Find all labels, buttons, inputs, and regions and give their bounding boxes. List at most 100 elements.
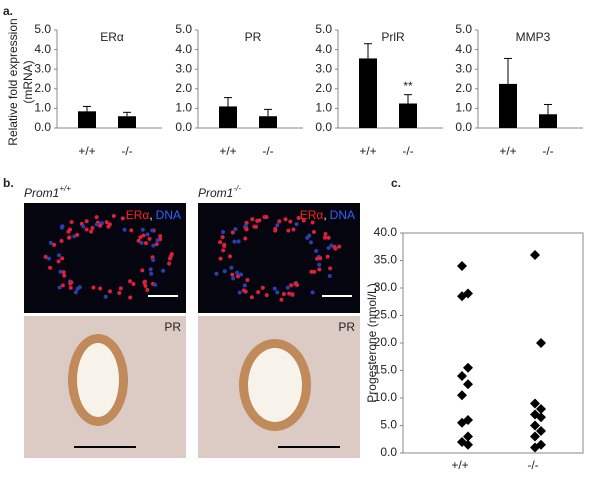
panel-label: b. [3, 176, 14, 190]
stain-label: PR [164, 320, 181, 334]
stain-blue: DNA [156, 208, 181, 222]
stain-sep: , [323, 208, 326, 222]
nucleus [291, 227, 296, 232]
y-tick-label: 1.0 [34, 101, 51, 115]
bar [359, 58, 377, 128]
nucleus [48, 265, 53, 270]
nucleus [322, 235, 327, 240]
nucleus [214, 271, 219, 276]
y-tick-label: 15.0 [374, 363, 398, 377]
y-tick-label: 0.0 [455, 120, 472, 134]
y-tick-label: 0.0 [380, 445, 397, 459]
nucleus [81, 224, 86, 229]
nucleus [84, 227, 89, 232]
y-tick-label: 20.0 [374, 335, 398, 349]
nucleus [325, 254, 330, 259]
nucleus [154, 242, 159, 247]
image-title: Prom1-/- [198, 184, 241, 200]
nucleus [229, 265, 234, 270]
point [536, 412, 546, 423]
nucleus [290, 292, 295, 297]
y-tick-label: 30.0 [374, 280, 398, 294]
nucleus [68, 281, 73, 286]
nucleus [235, 270, 240, 275]
nucleus [167, 261, 172, 266]
nucleus [242, 283, 247, 288]
nucleus [231, 276, 236, 281]
nucleus [310, 290, 315, 295]
nucleus [60, 256, 65, 261]
nucleus [52, 242, 57, 247]
chart-title: PrlR [381, 30, 405, 44]
nucleus [260, 285, 265, 290]
x-tick-label: +/+ [451, 458, 468, 472]
title-text: Prom1 [24, 186, 59, 200]
nucleus [91, 285, 96, 290]
nucleus [283, 217, 288, 222]
y-tick-label: 3.0 [315, 61, 332, 75]
stain-label: ERα, DNA [300, 208, 355, 222]
bar [78, 111, 96, 128]
nucleus [317, 262, 322, 267]
nucleus [249, 295, 254, 300]
nucleus [309, 269, 314, 274]
nucleus [233, 227, 238, 232]
nucleus [128, 279, 133, 284]
nucleus [94, 215, 99, 220]
nucleus [326, 245, 331, 250]
stain-label: PR [338, 320, 355, 334]
point [536, 338, 546, 348]
stain-red: ERα [300, 208, 324, 222]
nucleus [142, 279, 147, 284]
nucleus [149, 271, 154, 276]
point [536, 404, 546, 414]
point [530, 398, 540, 409]
y-tick-label: 40.0 [374, 225, 398, 239]
nucleus [94, 222, 99, 227]
nucleus [286, 228, 291, 233]
nucleus [311, 229, 316, 234]
y-axis-label: Progesterone (nmol/L) [365, 283, 379, 402]
y-tick-label: 10.0 [374, 390, 398, 404]
nucleus [77, 285, 82, 290]
nucleus [158, 234, 163, 239]
y-tick-label: 3.0 [175, 61, 192, 75]
nucleus [145, 287, 150, 292]
nucleus [279, 297, 284, 302]
stain-blue: DNA [330, 208, 355, 222]
y-tick-label: 1.0 [175, 101, 192, 115]
nucleus [118, 286, 123, 291]
significance: ** [403, 79, 413, 93]
nucleus [147, 236, 152, 241]
y-tick-label: 2.0 [175, 81, 192, 95]
nucleus [143, 283, 148, 288]
y-tick-label: 3.0 [455, 61, 472, 75]
nucleus [139, 240, 144, 245]
x-tick-label: -/- [542, 144, 553, 158]
nucleus [318, 256, 323, 261]
nucleus [98, 286, 103, 291]
y-tick-label: 5.0 [455, 22, 472, 36]
nucleus [220, 230, 225, 235]
nucleus [277, 219, 282, 224]
nucleus [281, 291, 286, 296]
nucleus [128, 295, 133, 300]
nucleus [218, 240, 223, 245]
point [530, 431, 540, 442]
nucleus [48, 240, 53, 245]
nucleus [285, 285, 290, 290]
stain-label: ERα, DNA [126, 208, 181, 222]
y-tick-label: 5.0 [315, 22, 332, 36]
nucleus [60, 283, 65, 288]
nucleus [230, 230, 235, 235]
nucleus [327, 274, 332, 279]
x-tick-label: -/- [262, 144, 273, 158]
nucleus [220, 235, 225, 240]
nucleus [46, 256, 51, 261]
y-tick-label: 2.0 [315, 81, 332, 95]
nucleus [243, 236, 248, 241]
nucleus [244, 220, 249, 225]
nucleus [145, 232, 150, 237]
